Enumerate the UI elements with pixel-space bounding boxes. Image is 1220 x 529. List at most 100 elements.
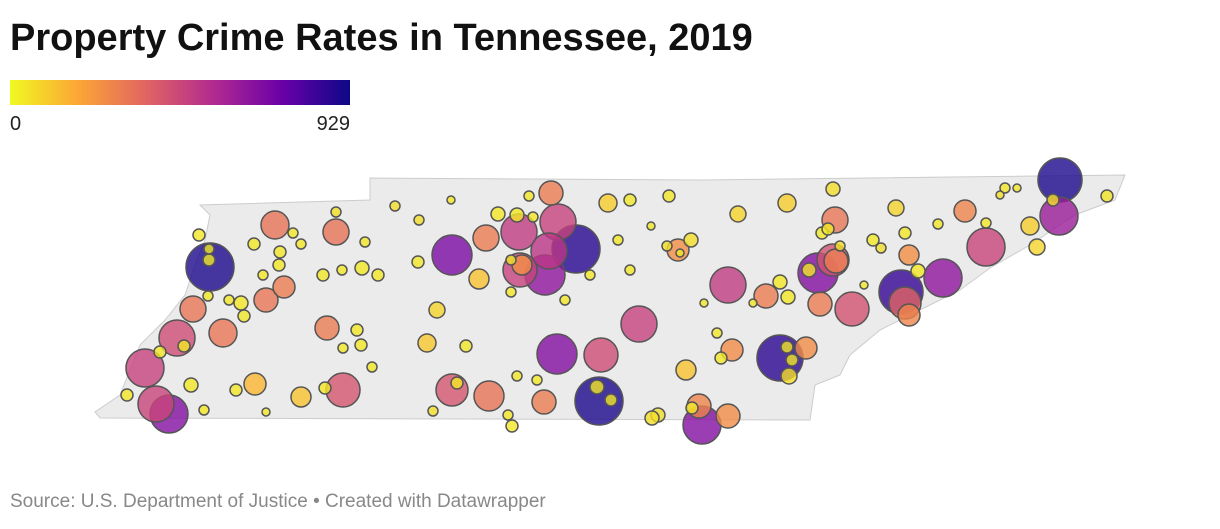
bubble[interactable] (583, 337, 619, 373)
bubble[interactable] (612, 234, 624, 246)
bubble[interactable] (322, 218, 350, 246)
bubble[interactable] (898, 244, 920, 266)
bubble[interactable] (897, 303, 921, 327)
bubble[interactable] (1028, 238, 1046, 256)
bubble[interactable] (389, 200, 401, 212)
bubble[interactable] (371, 268, 385, 282)
bubble[interactable] (336, 264, 348, 276)
bubble[interactable] (953, 199, 977, 223)
bubble[interactable] (198, 404, 210, 416)
bubble[interactable] (366, 361, 378, 373)
bubble[interactable] (644, 410, 660, 426)
bubble[interactable] (1037, 157, 1083, 203)
bubble[interactable] (538, 180, 564, 206)
bubble[interactable] (807, 291, 833, 317)
bubble[interactable] (530, 232, 568, 270)
bubble[interactable] (247, 237, 261, 251)
bubble[interactable] (980, 217, 992, 229)
bubble[interactable] (821, 222, 835, 236)
bubble[interactable] (662, 189, 676, 203)
bubble[interactable] (295, 238, 307, 250)
bubble[interactable] (472, 224, 500, 252)
bubble[interactable] (709, 266, 747, 304)
bubble[interactable] (505, 419, 519, 433)
bubble[interactable] (192, 228, 206, 242)
bubble[interactable] (511, 370, 523, 382)
bubble[interactable] (859, 280, 869, 290)
bubble[interactable] (574, 376, 624, 426)
bubble[interactable] (446, 195, 456, 205)
bubble[interactable] (999, 182, 1011, 194)
bubble[interactable] (785, 353, 799, 367)
bubble[interactable] (233, 295, 249, 311)
bubble[interactable] (354, 260, 370, 276)
bubble[interactable] (459, 339, 473, 353)
bubble[interactable] (772, 274, 788, 290)
bubble[interactable] (350, 323, 364, 337)
bubble[interactable] (780, 289, 796, 305)
bubble[interactable] (1046, 193, 1060, 207)
bubble[interactable] (237, 309, 251, 323)
bubble[interactable] (966, 227, 1006, 267)
bubble[interactable] (623, 193, 637, 207)
bubble[interactable] (675, 359, 697, 381)
bubble[interactable] (910, 263, 926, 279)
bubble[interactable] (509, 207, 525, 223)
bubble[interactable] (932, 218, 944, 230)
bubble[interactable] (505, 254, 517, 266)
bubble[interactable] (427, 405, 439, 417)
bubble[interactable] (253, 287, 279, 313)
bubble[interactable] (1100, 189, 1114, 203)
bubble[interactable] (359, 236, 371, 248)
bubble[interactable] (208, 318, 238, 348)
bubble[interactable] (780, 340, 794, 354)
bubble[interactable] (203, 243, 215, 255)
bubble[interactable] (825, 181, 841, 197)
bubble[interactable] (260, 210, 290, 240)
bubble[interactable] (559, 294, 571, 306)
bubble[interactable] (314, 315, 340, 341)
bubble[interactable] (834, 291, 870, 327)
bubble[interactable] (683, 232, 699, 248)
bubble[interactable] (620, 305, 658, 343)
bubble[interactable] (202, 290, 214, 302)
bubble[interactable] (604, 393, 618, 407)
bubble[interactable] (354, 338, 368, 352)
bubble[interactable] (223, 294, 235, 306)
bubble[interactable] (536, 333, 578, 375)
bubble[interactable] (330, 206, 342, 218)
bubble[interactable] (523, 190, 535, 202)
bubble[interactable] (584, 269, 596, 281)
bubble[interactable] (179, 295, 207, 323)
bubble[interactable] (715, 403, 741, 429)
bubble[interactable] (468, 268, 490, 290)
bubble[interactable] (714, 351, 728, 365)
bubble[interactable] (699, 298, 709, 308)
bubble[interactable] (473, 380, 505, 412)
bubble[interactable] (261, 407, 271, 417)
bubble[interactable] (923, 258, 963, 298)
bubble[interactable] (624, 264, 636, 276)
bubble[interactable] (202, 253, 216, 267)
bubble[interactable] (661, 240, 673, 252)
bubble[interactable] (229, 383, 243, 397)
bubble[interactable] (1020, 216, 1040, 236)
bubble[interactable] (531, 374, 543, 386)
bubble[interactable] (272, 258, 286, 272)
bubble[interactable] (272, 275, 296, 299)
bubble[interactable] (748, 298, 758, 308)
bubble[interactable] (183, 377, 199, 393)
bubble[interactable] (875, 242, 887, 254)
bubble[interactable] (177, 339, 191, 353)
bubble[interactable] (711, 327, 723, 339)
bubble[interactable] (675, 248, 685, 258)
bubble[interactable] (287, 227, 299, 239)
bubble[interactable] (780, 367, 798, 385)
bubble[interactable] (120, 388, 134, 402)
bubble[interactable] (898, 226, 912, 240)
bubble[interactable] (794, 336, 818, 360)
bubble[interactable] (995, 190, 1005, 200)
bubble[interactable] (243, 372, 267, 396)
bubble[interactable] (125, 348, 165, 388)
bubble[interactable] (823, 248, 849, 274)
